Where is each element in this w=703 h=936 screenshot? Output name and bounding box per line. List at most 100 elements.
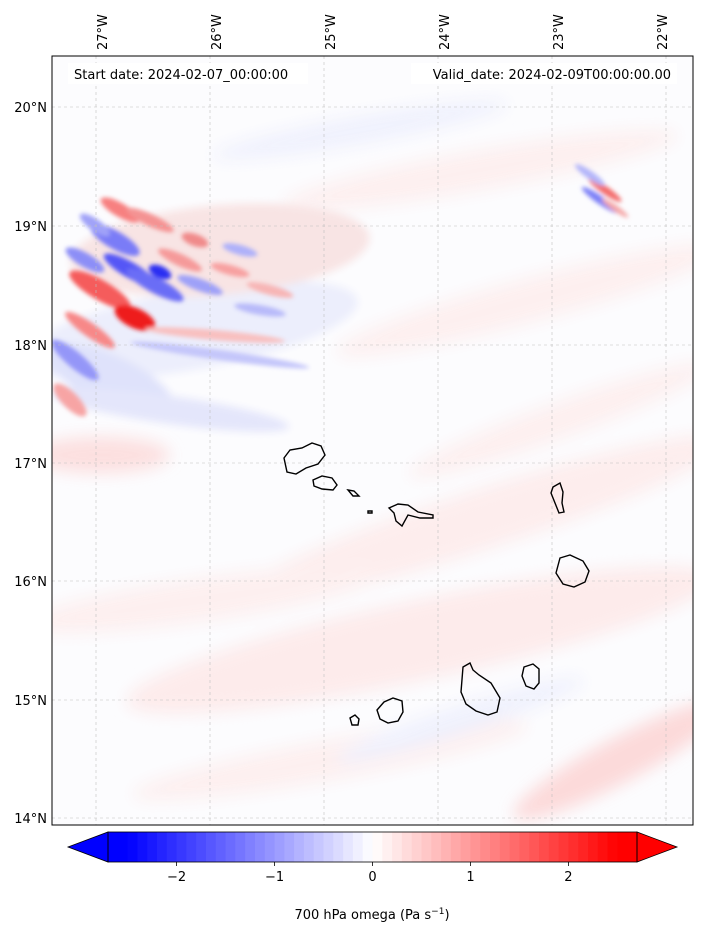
- lon-tick-label: 22°W: [656, 14, 671, 50]
- colorbar-segment: [294, 832, 305, 862]
- colorbar-extend-high: [636, 831, 679, 863]
- colorbar-segment: [539, 832, 550, 862]
- colorbar-segment: [421, 832, 432, 862]
- colorbar-segment: [480, 832, 491, 862]
- islands: [283, 442, 590, 726]
- colorbar-segment: [401, 832, 413, 862]
- colorbar-title-main: 700 hPa omega (Pa s: [294, 908, 431, 923]
- island-sal: [550, 481, 565, 514]
- colorbar-segment: [627, 832, 638, 862]
- colorbar-segment: [607, 832, 618, 862]
- colorbar-tick-label: −1: [265, 870, 284, 885]
- colorbar-segment: [166, 832, 178, 862]
- lat-tick-label: 15°N: [14, 694, 47, 709]
- colorbar-segment: [519, 832, 530, 862]
- colorbar-extend-low: [66, 831, 109, 863]
- colorbar-segment: [343, 832, 354, 862]
- lon-tick-label: 27°W: [96, 14, 111, 50]
- colorbar-segment: [176, 832, 187, 862]
- colorbar-tick-label: 0: [368, 870, 376, 885]
- lon-tick-labels: 27°W 26°W 25°W 24°W 23°W 22°W: [96, 14, 671, 50]
- colorbar-segment: [490, 832, 501, 862]
- colorbar-segment: [196, 832, 207, 862]
- colorbar-title-end: ): [444, 908, 449, 923]
- colorbar-segment: [470, 832, 481, 862]
- colorbar-segment: [147, 832, 158, 862]
- island-branco: [367, 510, 373, 514]
- island-santa-luzia: [346, 488, 361, 497]
- colorbar-segment: [372, 832, 383, 862]
- colorbar-segment: [323, 832, 334, 862]
- colorbar: −2 −1 0 1 2 700 hPa omega (Pa s−1): [66, 831, 679, 923]
- colorbar-segment: [333, 832, 344, 862]
- lat-tick-label: 16°N: [14, 575, 47, 590]
- colorbar-segment: [450, 832, 462, 862]
- colorbar-segment: [568, 832, 579, 862]
- colorbar-segment: [205, 832, 217, 862]
- colorbar-segment: [588, 832, 599, 862]
- colorbar-title-sup: −1: [431, 907, 444, 917]
- island-santo-antao: [283, 442, 326, 475]
- colorbar-segment: [127, 832, 138, 862]
- colorbar-segments: [108, 832, 638, 862]
- colorbar-segment: [411, 832, 422, 862]
- colorbar-segment: [558, 832, 569, 862]
- colorbar-segment: [362, 832, 373, 862]
- start-date-box: [68, 63, 308, 84]
- colorbar-segment: [225, 832, 236, 862]
- colorbar-segment: [264, 832, 276, 862]
- valid-date-label: Valid_date: 2024-02-09T00:00:00.00: [433, 68, 671, 83]
- colorbar-segment: [431, 832, 442, 862]
- colorbar-segment: [156, 832, 168, 862]
- valid-date-box: [411, 63, 677, 84]
- colorbar-segment: [529, 832, 540, 862]
- colorbar-segment: [186, 832, 197, 862]
- colorbar-segment: [392, 832, 403, 862]
- lon-tick-label: 25°W: [324, 14, 339, 50]
- colorbar-segment: [597, 832, 609, 862]
- island-sao-nicolau: [387, 503, 434, 528]
- start-date-label: Start date: 2024-02-07_00:00:00: [74, 68, 288, 83]
- colorbar-segment: [499, 832, 511, 862]
- colorbar-segment: [117, 832, 129, 862]
- lat-tick-label: 17°N: [14, 457, 47, 472]
- colorbar-segment: [137, 832, 148, 862]
- colorbar-segment: [235, 832, 246, 862]
- lon-tick-label: 26°W: [210, 14, 225, 50]
- colorbar-segment: [245, 832, 256, 862]
- colorbar-segment: [313, 832, 325, 862]
- colorbar-segment: [215, 832, 227, 862]
- colorbar-segment: [352, 832, 364, 862]
- lat-tick-label: 20°N: [14, 101, 47, 116]
- lat-tick-labels: 20°N 19°N 18°N 17°N 16°N 15°N 14°N: [14, 101, 47, 827]
- colorbar-segment: [460, 832, 471, 862]
- colorbar-segment: [382, 832, 393, 862]
- colorbar-segment: [509, 832, 520, 862]
- gridlines: [52, 56, 693, 825]
- lat-tick-label: 14°N: [14, 812, 47, 827]
- island-santiago: [460, 662, 501, 716]
- lat-tick-label: 18°N: [14, 339, 47, 354]
- colorbar-tick-label: 2: [564, 870, 572, 885]
- colorbar-tick-label: −2: [167, 870, 186, 885]
- colorbar-segment: [578, 832, 589, 862]
- colorbar-title: 700 hPa omega (Pa s−1): [294, 907, 449, 923]
- island-fogo: [376, 697, 404, 724]
- island-sao-vicente: [312, 475, 338, 491]
- colorbar-segment: [303, 832, 315, 862]
- map-panel: Start date: 2024-02-07_00:00:00 Valid_da…: [51, 55, 694, 826]
- island-maio: [521, 663, 540, 690]
- colorbar-segment: [274, 832, 285, 862]
- colorbar-segment: [617, 832, 628, 862]
- colorbar-segment: [254, 832, 266, 862]
- colorbar-segment: [108, 832, 119, 862]
- map-frame: [51, 55, 694, 826]
- colorbar-tick-label: 1: [466, 870, 474, 885]
- colorbar-segment: [548, 832, 560, 862]
- lat-tick-label: 19°N: [14, 220, 47, 235]
- colorbar-segment: [441, 832, 452, 862]
- lon-tick-label: 23°W: [552, 14, 567, 50]
- colorbar-segment: [284, 832, 295, 862]
- omega-field: [52, 100, 693, 820]
